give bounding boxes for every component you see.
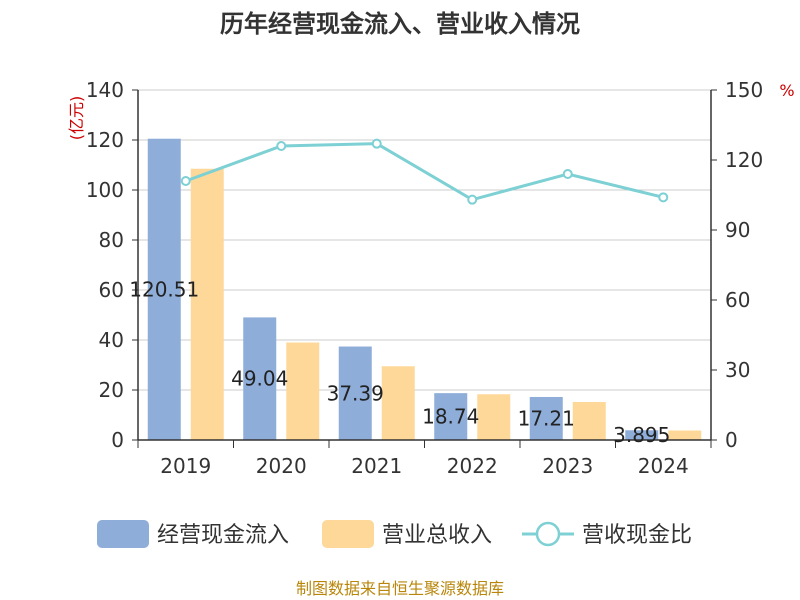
chart-title: 历年经营现金流入、营业收入情况 bbox=[220, 10, 580, 38]
bar bbox=[668, 430, 702, 440]
left-tick-label: 40 bbox=[99, 328, 124, 352]
right-axis-unit: % bbox=[779, 81, 794, 100]
ratio-point bbox=[276, 141, 287, 151]
gridlines bbox=[138, 89, 711, 391]
left-axis-unit: (亿元) bbox=[67, 96, 86, 141]
bar bbox=[572, 402, 606, 440]
legend-label-ratio: 营收现金比 bbox=[582, 523, 692, 548]
legend-swatch-cash-inflow bbox=[97, 520, 149, 548]
legend: 经营现金流入 营业总收入 营收现金比 bbox=[97, 520, 692, 548]
x-tick-label: 2024 bbox=[638, 454, 689, 478]
x-tick-label: 2020 bbox=[256, 454, 307, 478]
bar bbox=[338, 346, 372, 440]
ratio-line-path bbox=[185, 142, 664, 202]
right-tick-label: 90 bbox=[725, 218, 750, 242]
legend-label-revenue: 营业总收入 bbox=[382, 523, 492, 548]
bar bbox=[625, 430, 659, 440]
ratio-line bbox=[180, 138, 669, 205]
axes: 0 20 40 60 80 100 120 140 0 30 60 90 120 150 2019 2020 2… bbox=[86, 78, 763, 478]
data-label: 49.04 bbox=[231, 367, 288, 391]
left-tick-label: 60 bbox=[99, 278, 124, 302]
data-label: 120.51 bbox=[129, 277, 199, 301]
ratio-point bbox=[467, 194, 478, 205]
right-tick-label: 150 bbox=[725, 78, 763, 102]
legend-label-cash-inflow: 经营现金流入 bbox=[157, 523, 289, 548]
bar bbox=[529, 396, 563, 440]
left-tick-label: 0 bbox=[111, 428, 124, 452]
bar bbox=[381, 366, 415, 440]
left-tick-label: 100 bbox=[86, 178, 124, 202]
legend-swatch-revenue bbox=[322, 520, 374, 548]
legend-swatch-ratio-marker bbox=[535, 521, 561, 547]
bar bbox=[243, 317, 277, 440]
data-labels: 120.51 49.04 37.39 18.74 17.21 3.895 bbox=[129, 277, 670, 447]
data-label: 17.21 bbox=[518, 406, 575, 430]
bar bbox=[434, 393, 468, 440]
bar bbox=[286, 342, 320, 440]
source-note: 制图数据来自恒生聚源数据库 bbox=[296, 579, 504, 598]
left-tick-label: 120 bbox=[86, 128, 124, 152]
left-tick-label: 20 bbox=[99, 378, 124, 402]
left-tick-label: 140 bbox=[86, 78, 124, 102]
data-label: 3.895 bbox=[613, 423, 670, 447]
bars bbox=[147, 138, 702, 440]
bar bbox=[147, 138, 181, 440]
ratio-point bbox=[180, 176, 191, 186]
ratio-point bbox=[371, 138, 382, 149]
data-label: 37.39 bbox=[327, 381, 384, 405]
right-tick-label: 0 bbox=[725, 428, 738, 452]
ratio-point bbox=[562, 169, 573, 179]
bar bbox=[190, 168, 224, 440]
right-tick-label: 60 bbox=[725, 288, 750, 312]
data-label: 18.74 bbox=[422, 405, 479, 429]
left-tick-label: 80 bbox=[99, 228, 124, 252]
right-tick-label: 120 bbox=[725, 148, 763, 172]
ratio-point bbox=[658, 192, 669, 203]
x-tick-label: 2021 bbox=[351, 454, 402, 478]
right-tick-label: 30 bbox=[725, 358, 750, 382]
bar bbox=[477, 394, 511, 440]
x-tick-label: 2019 bbox=[160, 454, 211, 478]
x-tick-label: 2022 bbox=[447, 454, 498, 478]
x-tick-label: 2023 bbox=[542, 454, 593, 478]
